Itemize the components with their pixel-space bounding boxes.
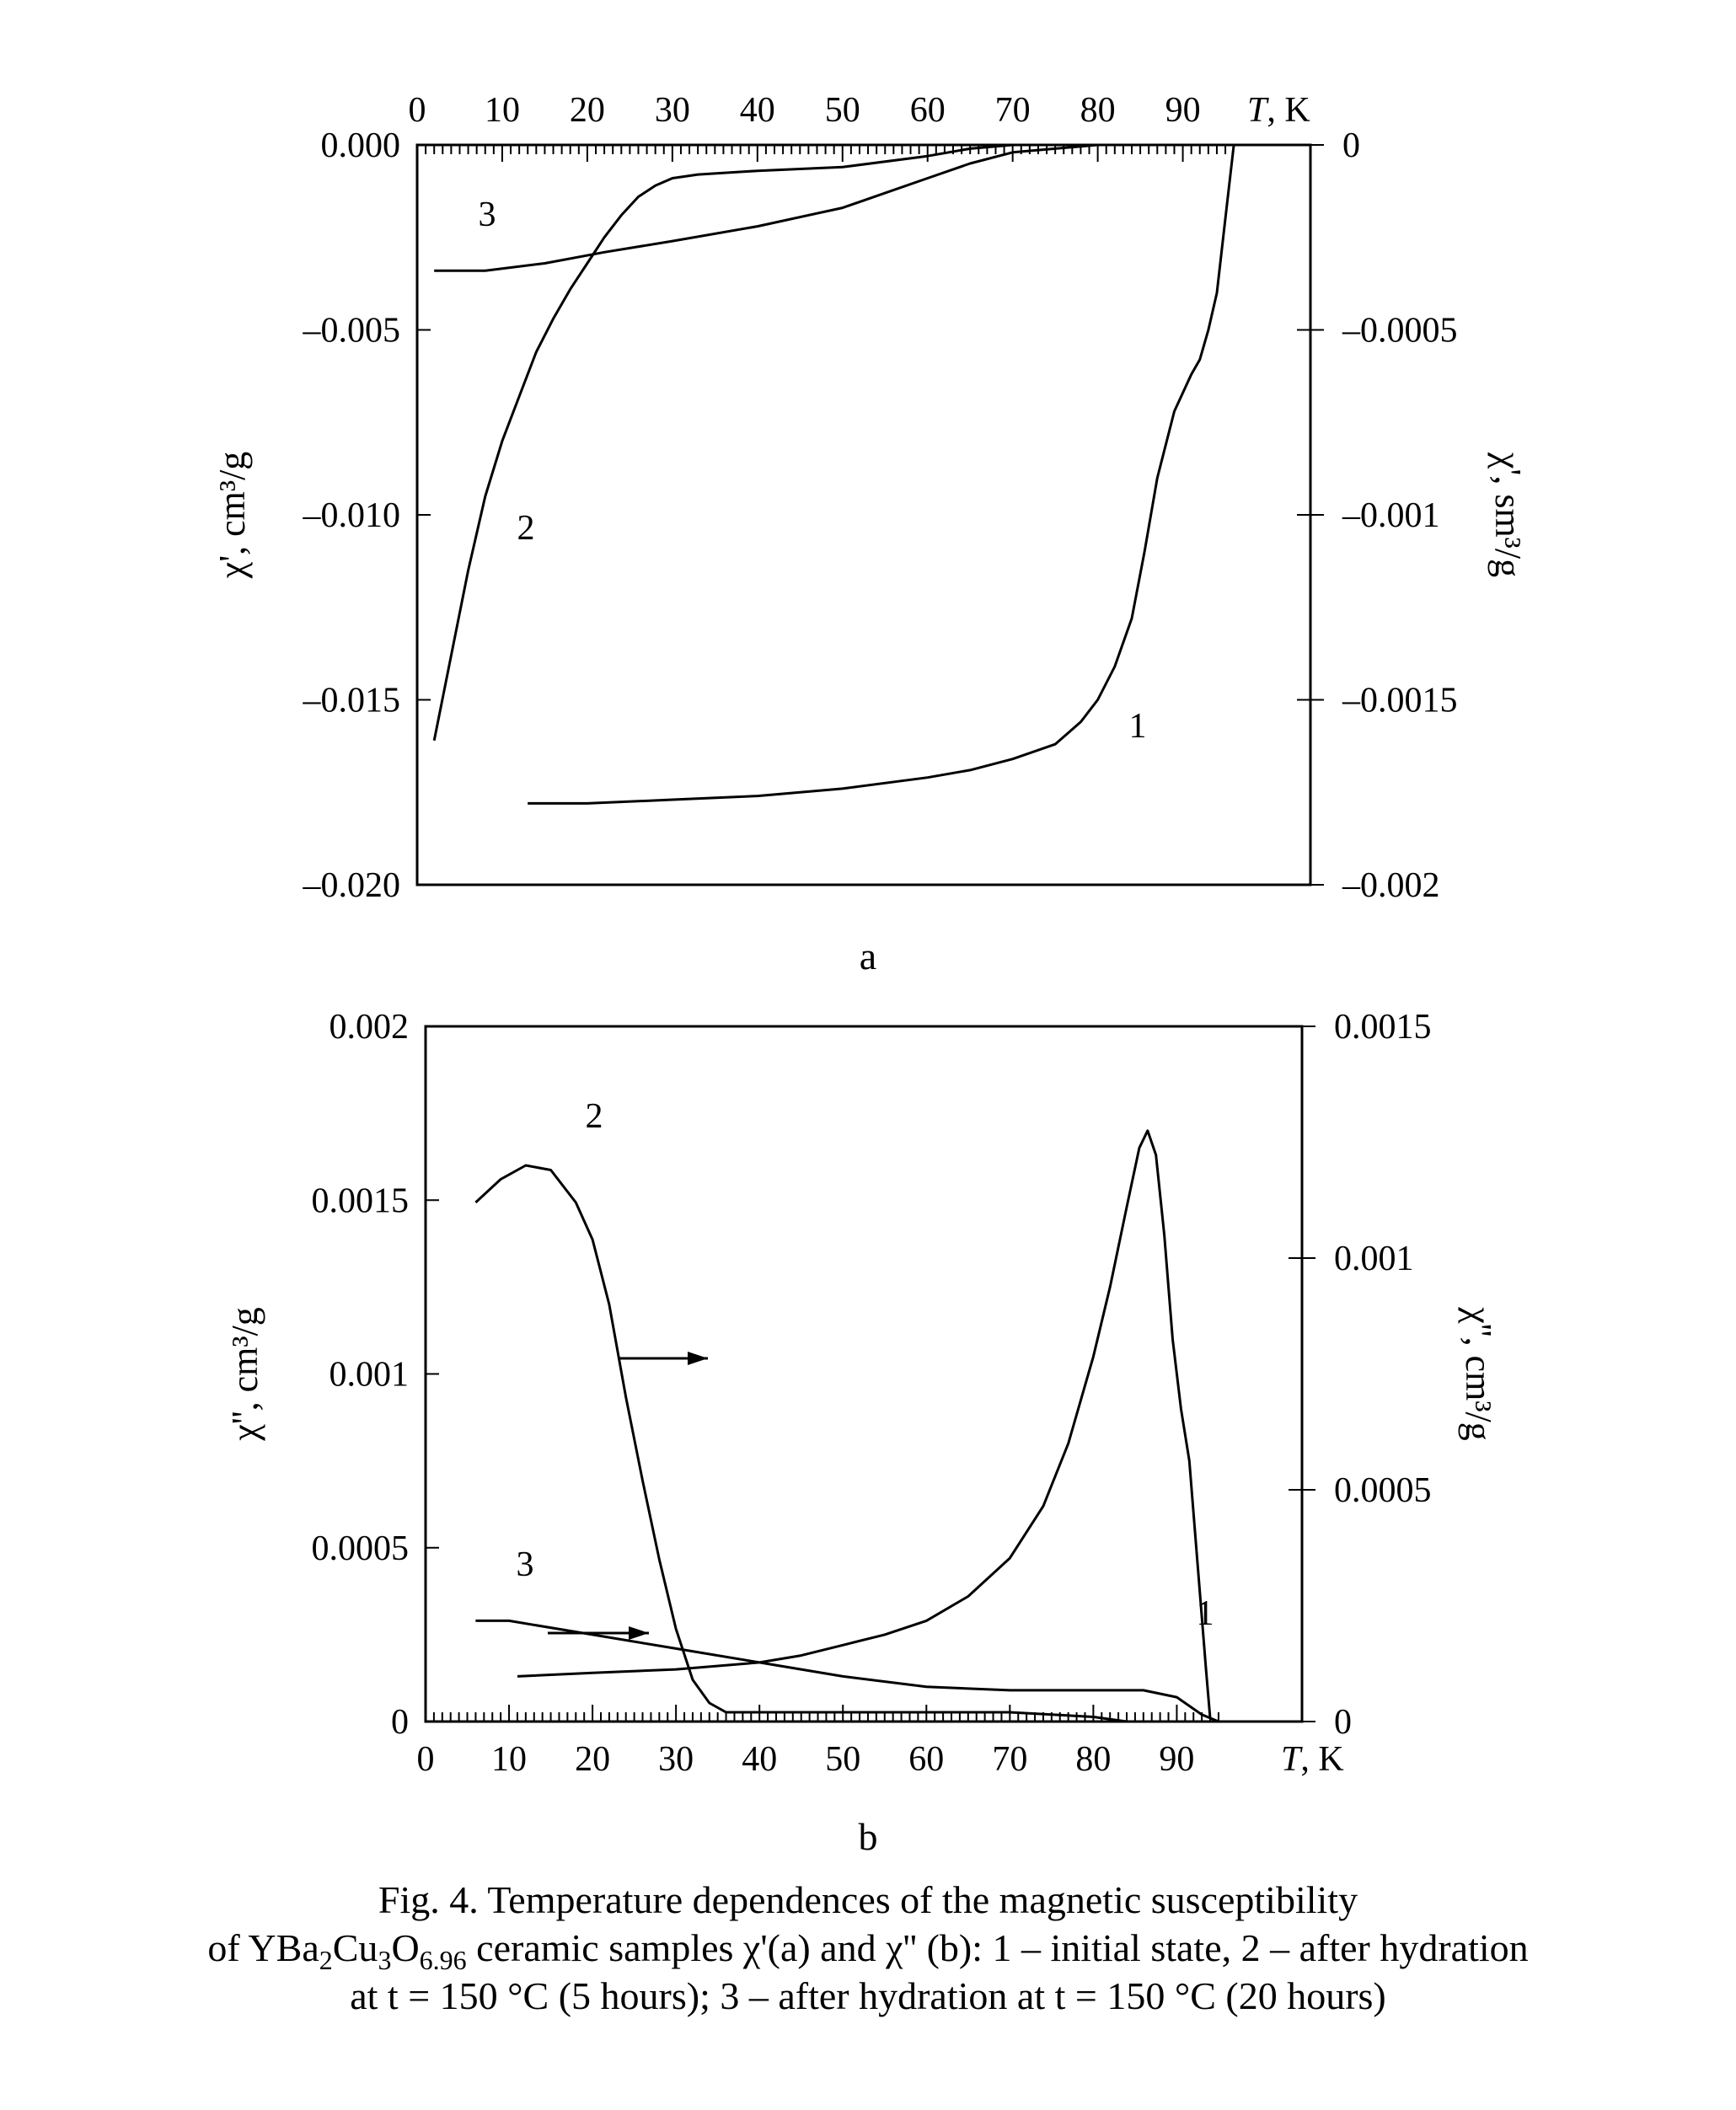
series-line-3 [434, 143, 1098, 272]
series-line-3 [475, 1619, 1219, 1723]
x-tick-label: 20 [575, 1740, 610, 1779]
series-line-1 [517, 1129, 1212, 1719]
plot-frame [424, 1025, 1304, 1723]
series-label-2: 2 [586, 1097, 603, 1136]
x-axis-title-unit: , K [1300, 1740, 1343, 1779]
x-tick-label: 10 [485, 91, 520, 130]
y-left-tick-label: –0.005 [303, 312, 401, 351]
series-label-1: 1 [1197, 1594, 1214, 1633]
series-label-3: 3 [517, 1545, 534, 1584]
x-tick-label: 30 [658, 1740, 694, 1779]
y-left-tick-label: 0 [391, 1703, 409, 1742]
plot-frame [415, 143, 1312, 886]
x-tick-label: 10 [491, 1740, 527, 1779]
x-axis-title-unit: , K [1267, 91, 1310, 130]
caption-formula-mid-1: Cu [332, 1926, 378, 1969]
arrow-head-series-3 [629, 1626, 649, 1640]
series-label-3: 3 [479, 195, 496, 234]
x-tick-label: 40 [742, 1740, 777, 1779]
caption-formula-sub-2: 3 [378, 1945, 392, 1976]
x-tick-label: 80 [1080, 91, 1116, 130]
y-right-tick-label: –0.002 [1342, 866, 1440, 905]
y-left-tick-label: –0.015 [303, 682, 401, 720]
x-axis-title-symbol: T [1281, 1740, 1303, 1779]
panel-a-chart: 0 10 20 30 40 50 60 70 80 90 T, K0.000–0.005–0.010… [212, 91, 1529, 977]
y-left-tick-label: 0.0015 [312, 1181, 410, 1220]
x-axis-title: T, K [1247, 91, 1310, 130]
y-left-tick-label: –0.020 [303, 866, 401, 905]
caption-line-2: of YBa2Cu3O6.96 ceramic samples χ'(a) an… [0, 1925, 1736, 1976]
caption-line-3: at t = 150 °C (5 hours); 3 – after hydra… [350, 1974, 1386, 2017]
x-tick-label: 90 [1165, 91, 1201, 130]
series-label-1: 1 [1129, 707, 1147, 746]
x-axis-title-symbol: T [1247, 91, 1269, 130]
y-right-tick-label: 0 [1342, 126, 1360, 165]
y-left-axis-title: χ', cm³/g [212, 452, 253, 580]
caption-formula-mid-2: O [391, 1926, 420, 1969]
y-right-tick-label: –0.0015 [1342, 682, 1458, 720]
x-tick-label: 80 [1075, 1740, 1111, 1779]
y-left-tick-label: 0.001 [330, 1356, 410, 1395]
y-right-tick-label: 0.001 [1334, 1240, 1414, 1278]
series-line-1 [528, 144, 1235, 805]
x-tick-label: 60 [908, 1740, 944, 1779]
y-right-tick-label: 0.0015 [1334, 1008, 1432, 1047]
x-tick-label: 0 [417, 1740, 435, 1779]
x-tick-label: 0 [409, 91, 426, 130]
y-right-tick-label: 0 [1334, 1703, 1352, 1742]
series-line-2 [474, 1164, 1128, 1723]
panel-label: a [860, 935, 876, 977]
x-tick-label: 90 [1159, 1740, 1194, 1779]
y-right-tick-label: –0.0005 [1342, 312, 1458, 351]
x-axis-title: T, K [1281, 1740, 1344, 1779]
y-right-tick-label: 0.0005 [1334, 1471, 1432, 1510]
caption-formula-sub-3: 6.96 [419, 1945, 467, 1976]
x-tick-label: 50 [825, 91, 860, 130]
y-right-axis-title: χ'', cm³/g [1458, 1306, 1499, 1441]
x-tick-label: 70 [992, 1740, 1027, 1779]
caption-formula-prefix: of YBa [207, 1926, 319, 1969]
series-label-2: 2 [517, 509, 535, 548]
caption-line-2-text: ceramic samples χ'(a) and χ'' (b): 1 – i… [466, 1926, 1529, 1969]
arrow-head-series-2 [688, 1352, 708, 1365]
panel-b-chart: 0 10 20 30 40 50 60 70 80 90 T, K00.00050.0010.001… [224, 1008, 1499, 1858]
x-tick-label: 70 [995, 91, 1031, 130]
y-left-tick-label: 0.000 [321, 126, 401, 165]
y-right-axis-title: χ', sm³/g [1487, 452, 1529, 577]
x-tick-label: 50 [825, 1740, 860, 1779]
y-left-axis-title: χ'', cm³/g [224, 1307, 265, 1442]
y-left-tick-label: 0.002 [330, 1008, 410, 1047]
y-left-tick-label: –0.010 [303, 496, 401, 535]
x-tick-label: 30 [655, 91, 690, 130]
panel-label: b [859, 1815, 878, 1858]
caption-formula-sub-1: 2 [319, 1945, 333, 1976]
y-left-tick-label: 0.0005 [312, 1529, 410, 1568]
caption-line-1: Fig. 4. Temperature dependences of the m… [378, 1878, 1358, 1921]
x-tick-label: 20 [570, 91, 605, 130]
x-tick-label: 40 [740, 91, 775, 130]
series-line-2 [432, 143, 1132, 742]
y-right-tick-label: –0.001 [1342, 496, 1440, 535]
x-tick-label: 60 [910, 91, 946, 130]
